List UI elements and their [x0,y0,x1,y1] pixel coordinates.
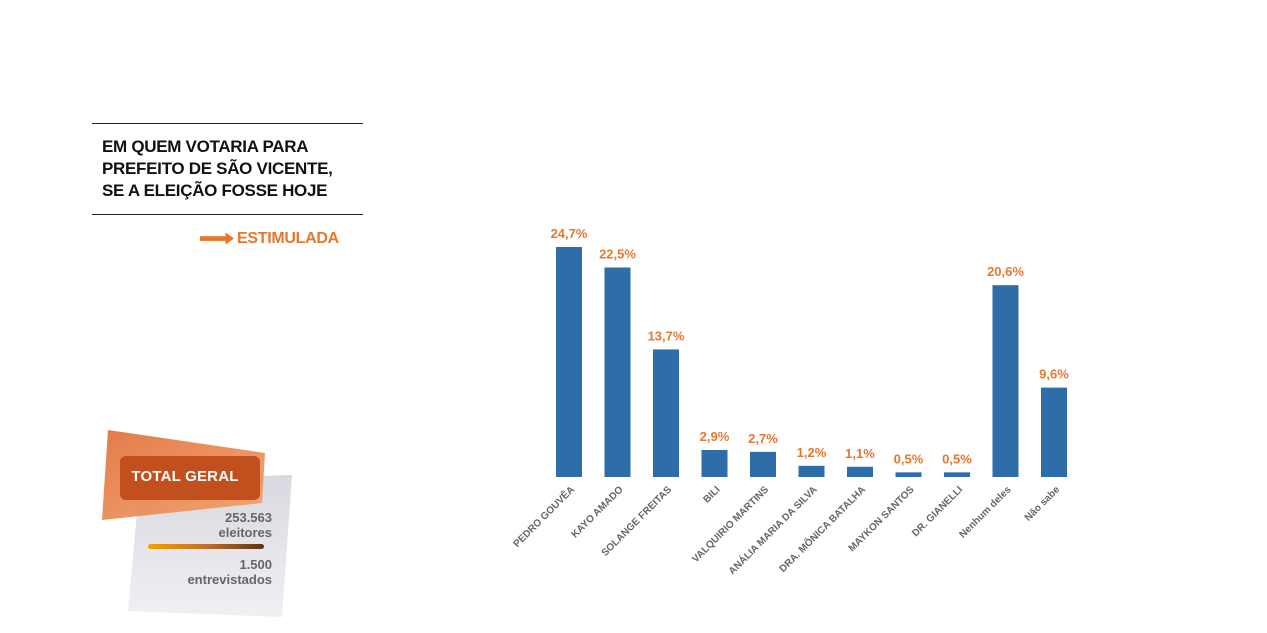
chart-title: EM QUEM VOTARIA PARA PREFEITO DE SÃO VIC… [102,136,363,202]
total-card: TOTAL GERAL 253.563 eleitores 1.500 entr… [100,425,300,625]
value-label-1: 22,5% [599,246,636,261]
category-label-10: Não sabe [1023,484,1063,524]
title-line-1: EM QUEM VOTARIA PARA [102,137,309,156]
category-label-9: Nenhum deles [958,484,1014,540]
interviewed-label: entrevistados [187,572,272,587]
category-label-8: DR. GIANELLI [910,484,965,539]
bar-7 [895,472,922,477]
bar-6 [847,466,873,477]
category-label-1: KAYO AMADO [570,484,626,540]
category-label-0: PEDRO GOUVÊA [510,483,577,550]
value-label-0: 24,7% [551,226,588,241]
survey-type-badge: ESTIMULADA [200,230,339,248]
arrow-right-icon [200,232,234,245]
value-label-5: 1,2% [797,445,827,460]
bar-10 [1041,387,1067,477]
value-label-9: 20,6% [987,264,1024,279]
voters-value: 253.563 [225,510,272,525]
value-label-6: 1,1% [845,446,875,461]
value-label-7: 0,5% [894,451,924,466]
category-label-5: ANÁLIA MARIA DA SILVA [725,483,819,577]
bar-2 [653,349,679,477]
value-label-3: 2,9% [700,429,730,444]
total-card-background [102,430,292,617]
interviewed-value: 1.500 [239,557,272,572]
title-line-2: PREFEITO DE SÃO VICENTE, [102,159,333,178]
bar-8 [944,472,970,477]
bar-9 [992,285,1019,477]
value-label-2: 13,7% [648,328,685,343]
category-label-3: BILI [701,484,722,505]
bar-0 [556,247,582,477]
survey-type-label: ESTIMULADA [237,230,339,247]
interviewed-stat: 1.500 entrevistados [187,557,272,587]
total-label: TOTAL GERAL [131,468,239,485]
chart-title-block: EM QUEM VOTARIA PARA PREFEITO DE SÃO VIC… [92,123,363,215]
voters-stat: 253.563 eleitores [219,510,272,540]
bar-4 [750,451,776,477]
bar-3 [701,449,728,477]
bar-5 [798,465,825,477]
voters-label: eleitores [218,525,272,540]
value-label-10: 9,6% [1039,367,1069,382]
value-label-8: 0,5% [942,451,972,466]
value-label-4: 2,7% [748,431,778,446]
title-line-3: SE A ELEIÇÃO FOSSE HOJE [102,181,328,200]
category-label-6: DRA. MÔNICA BATALHA [776,483,868,575]
bar-1 [604,267,631,477]
